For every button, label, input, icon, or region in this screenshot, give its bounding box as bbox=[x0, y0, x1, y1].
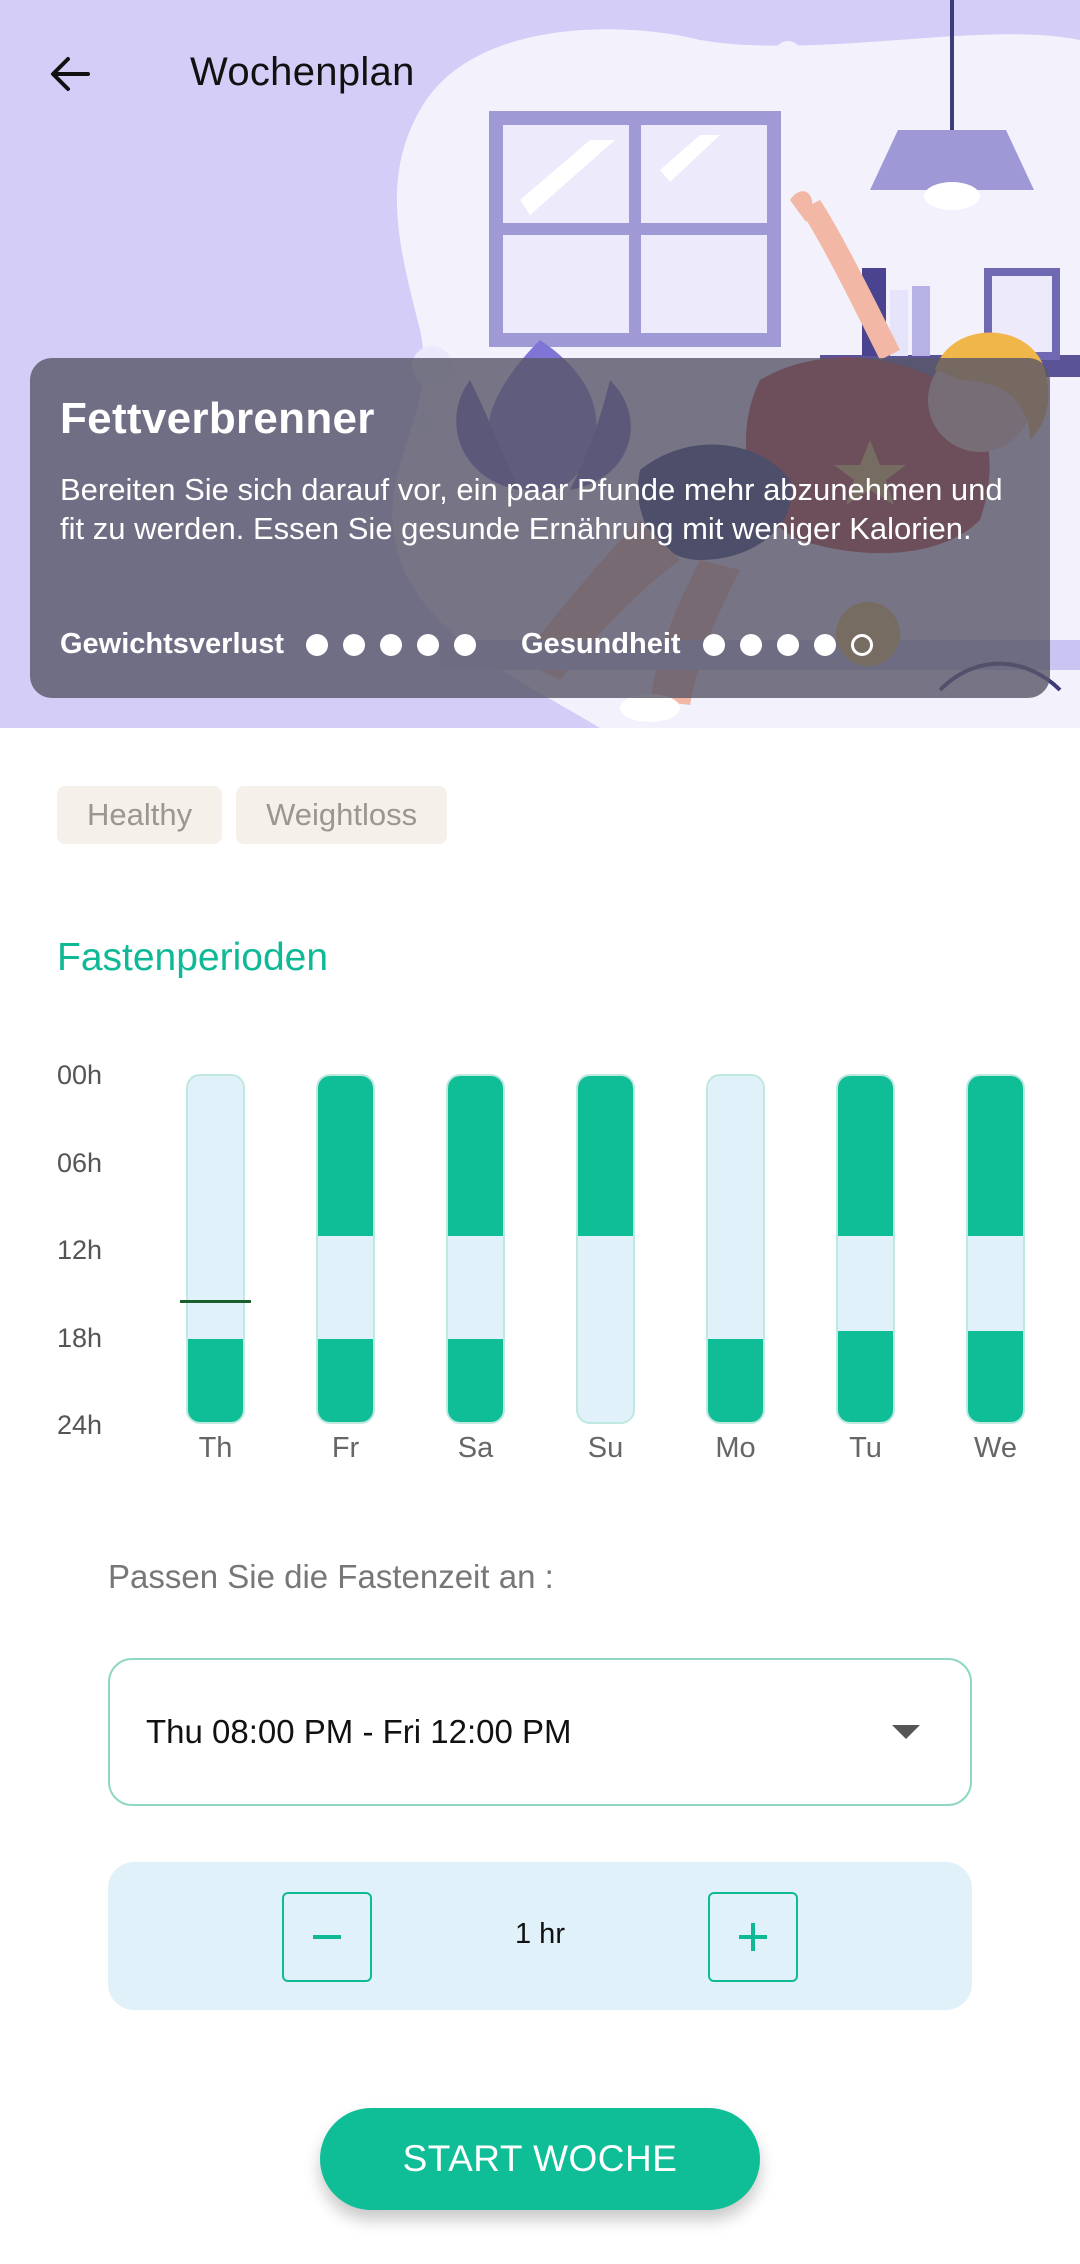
duration-stepper: 1 hr bbox=[108, 1862, 972, 2010]
rating-dot-filled bbox=[380, 633, 403, 656]
rating-dot-filled bbox=[306, 633, 329, 656]
fasting-segment bbox=[838, 1076, 893, 1237]
fasting-segment bbox=[968, 1331, 1023, 1422]
rating-dots-weightloss bbox=[306, 633, 491, 656]
x-tick-label: Mo bbox=[715, 1432, 756, 1464]
start-week-button[interactable]: START WOCHE bbox=[320, 2108, 760, 2210]
fasting-segment bbox=[318, 1338, 373, 1422]
page-title: Wochenplan bbox=[190, 50, 415, 94]
duration-value: 1 hr bbox=[515, 1918, 565, 1950]
rating-label-health: Gesundheit bbox=[521, 628, 681, 660]
rating-dot-filled bbox=[739, 633, 762, 656]
fasting-bar-sa[interactable] bbox=[446, 1074, 505, 1424]
fasting-segment bbox=[448, 1076, 503, 1237]
fasting-bar-mo[interactable] bbox=[706, 1074, 765, 1424]
rating-dot-filled bbox=[417, 633, 440, 656]
rating-dot-filled bbox=[813, 633, 836, 656]
hero-banner: Wochenplan Fettverbrenner Bereiten Sie s… bbox=[0, 0, 1080, 728]
x-tick-label: Tu bbox=[849, 1432, 882, 1464]
fasting-segment bbox=[188, 1338, 243, 1422]
plan-info-card: Fettverbrenner Bereiten Sie sich darauf … bbox=[30, 358, 1050, 698]
y-tick-label: 00h bbox=[57, 1060, 103, 1090]
fasting-period-select[interactable]: Thu 08:00 PM - Fri 12:00 PM bbox=[108, 1658, 972, 1806]
decrease-button[interactable] bbox=[282, 1892, 372, 1982]
x-tick-label: Su bbox=[587, 1432, 624, 1464]
rating-dot-filled bbox=[776, 633, 799, 656]
tag-weightloss: Weightloss bbox=[236, 786, 448, 844]
fasting-periods-chart: 00h 06h 12h 18h 24h Th Fr Sa Su Mo Tu We bbox=[0, 1050, 1080, 1470]
plan-title: Fettverbrenner bbox=[60, 394, 375, 443]
fasting-segment bbox=[578, 1076, 633, 1237]
arrow-left-icon bbox=[51, 57, 90, 91]
fasting-segment bbox=[838, 1331, 893, 1422]
plus-icon bbox=[739, 1923, 767, 1951]
fasting-segment bbox=[968, 1076, 1023, 1237]
adjust-label: Passen Sie die Fastenzeit an : bbox=[108, 1558, 554, 1595]
fasting-bar-su[interactable] bbox=[576, 1074, 635, 1424]
top-app-bar: Wochenplan bbox=[0, 0, 1080, 150]
tag-healthy: Healthy bbox=[57, 786, 223, 844]
caret-down-icon bbox=[892, 1725, 920, 1739]
y-tick-label: 18h bbox=[57, 1322, 103, 1353]
fasting-segment bbox=[448, 1338, 503, 1422]
rating-dot-filled bbox=[343, 633, 366, 656]
x-tick-label: We bbox=[974, 1432, 1017, 1464]
plan-description: Bereiten Sie sich darauf vor, ein paar P… bbox=[60, 472, 1003, 546]
fasting-bar-we[interactable] bbox=[966, 1074, 1025, 1424]
selected-period-value: Thu 08:00 PM - Fri 12:00 PM bbox=[146, 1713, 572, 1750]
x-tick-label: Sa bbox=[457, 1432, 494, 1464]
y-tick-label: 06h bbox=[57, 1147, 103, 1178]
y-tick-label: 12h bbox=[57, 1235, 103, 1265]
back-button[interactable] bbox=[38, 42, 102, 106]
increase-button[interactable] bbox=[708, 1892, 798, 1982]
fasting-bar-fr[interactable] bbox=[316, 1074, 375, 1424]
rating-dot-filled bbox=[454, 633, 477, 656]
section-title: Fastenperioden bbox=[57, 936, 329, 979]
current-time-marker bbox=[180, 1300, 251, 1304]
y-tick-label: 24h bbox=[57, 1410, 103, 1440]
fasting-segment bbox=[318, 1076, 373, 1237]
fasting-segment bbox=[708, 1338, 763, 1422]
x-tick-label: Th bbox=[198, 1432, 233, 1464]
tag-list: Healthy Weightloss bbox=[57, 786, 448, 844]
x-tick-label: Fr bbox=[331, 1432, 360, 1464]
rating-dots-health bbox=[702, 633, 888, 656]
rating-dot-empty bbox=[850, 633, 873, 656]
minus-icon bbox=[313, 1935, 341, 1939]
rating-row: Gewichtsverlust Gesundheit bbox=[60, 628, 918, 661]
rating-label-weightloss: Gewichtsverlust bbox=[60, 628, 285, 660]
fasting-bar-th[interactable] bbox=[186, 1074, 245, 1424]
rating-dot-filled bbox=[702, 633, 725, 656]
fasting-bar-tu[interactable] bbox=[836, 1074, 895, 1424]
